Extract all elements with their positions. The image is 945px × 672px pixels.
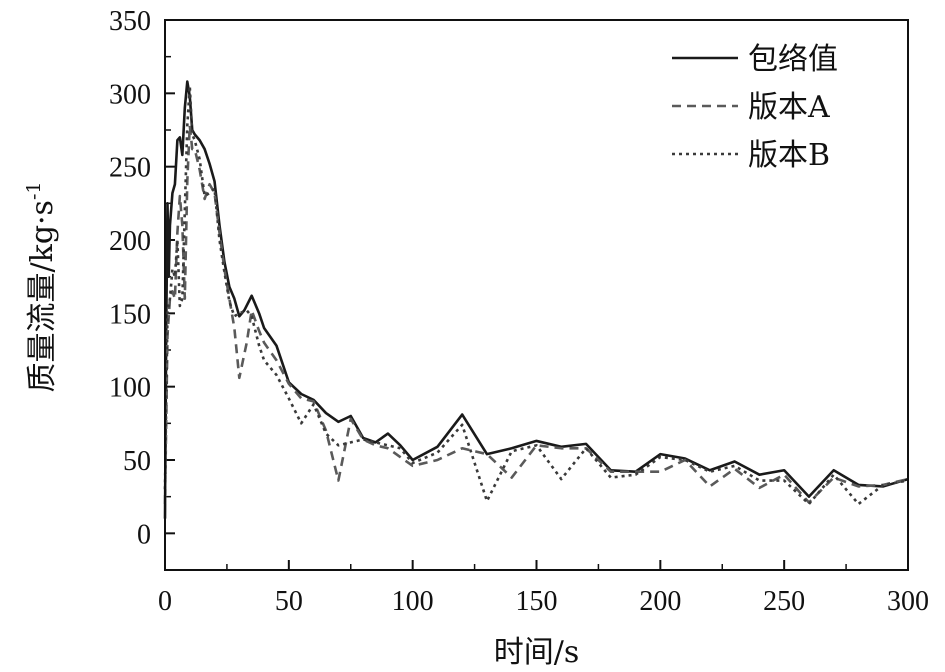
x-tick-labels: 0 50 100 150 200 250 300	[158, 586, 929, 617]
series-line-3	[163, 84, 909, 506]
y-axis-title: 质量流量/kg·s-1	[23, 182, 60, 393]
y-tick-label: 0	[137, 519, 151, 550]
x-tick-label: 0	[158, 586, 172, 617]
y-tick-label: 150	[109, 299, 151, 330]
y-tick-label: 100	[109, 373, 151, 404]
y-tick-label: 50	[123, 446, 151, 477]
y-tick-labels: 0 50 100 150 200 250 300 350	[109, 6, 151, 550]
y-axis-title-superscript: -1	[23, 182, 45, 201]
y-axis-title-main: 质量流量/kg·s	[25, 200, 60, 392]
x-tick-label: 150	[516, 586, 558, 617]
y-tick-label: 350	[109, 6, 151, 37]
series-line-2	[163, 124, 909, 505]
x-tick-label: 300	[887, 586, 929, 617]
y-tick-label: 200	[109, 226, 151, 257]
y-tick-label: 300	[109, 79, 151, 110]
x-axis-title: 时间/s	[494, 635, 580, 670]
y-tick-label: 250	[109, 153, 151, 184]
legend-label-2: 版本A	[748, 90, 830, 125]
x-tick-label: 100	[392, 586, 434, 617]
series-lines	[163, 80, 909, 519]
x-tick-label: 50	[275, 586, 303, 617]
series-line-1	[163, 80, 909, 519]
legend-label-3: 版本B	[748, 138, 830, 173]
legend-label-1: 包络值	[748, 42, 838, 77]
x-tick-label: 200	[639, 586, 681, 617]
x-tick-label: 250	[763, 586, 805, 617]
plot-frame	[164, 19, 909, 571]
